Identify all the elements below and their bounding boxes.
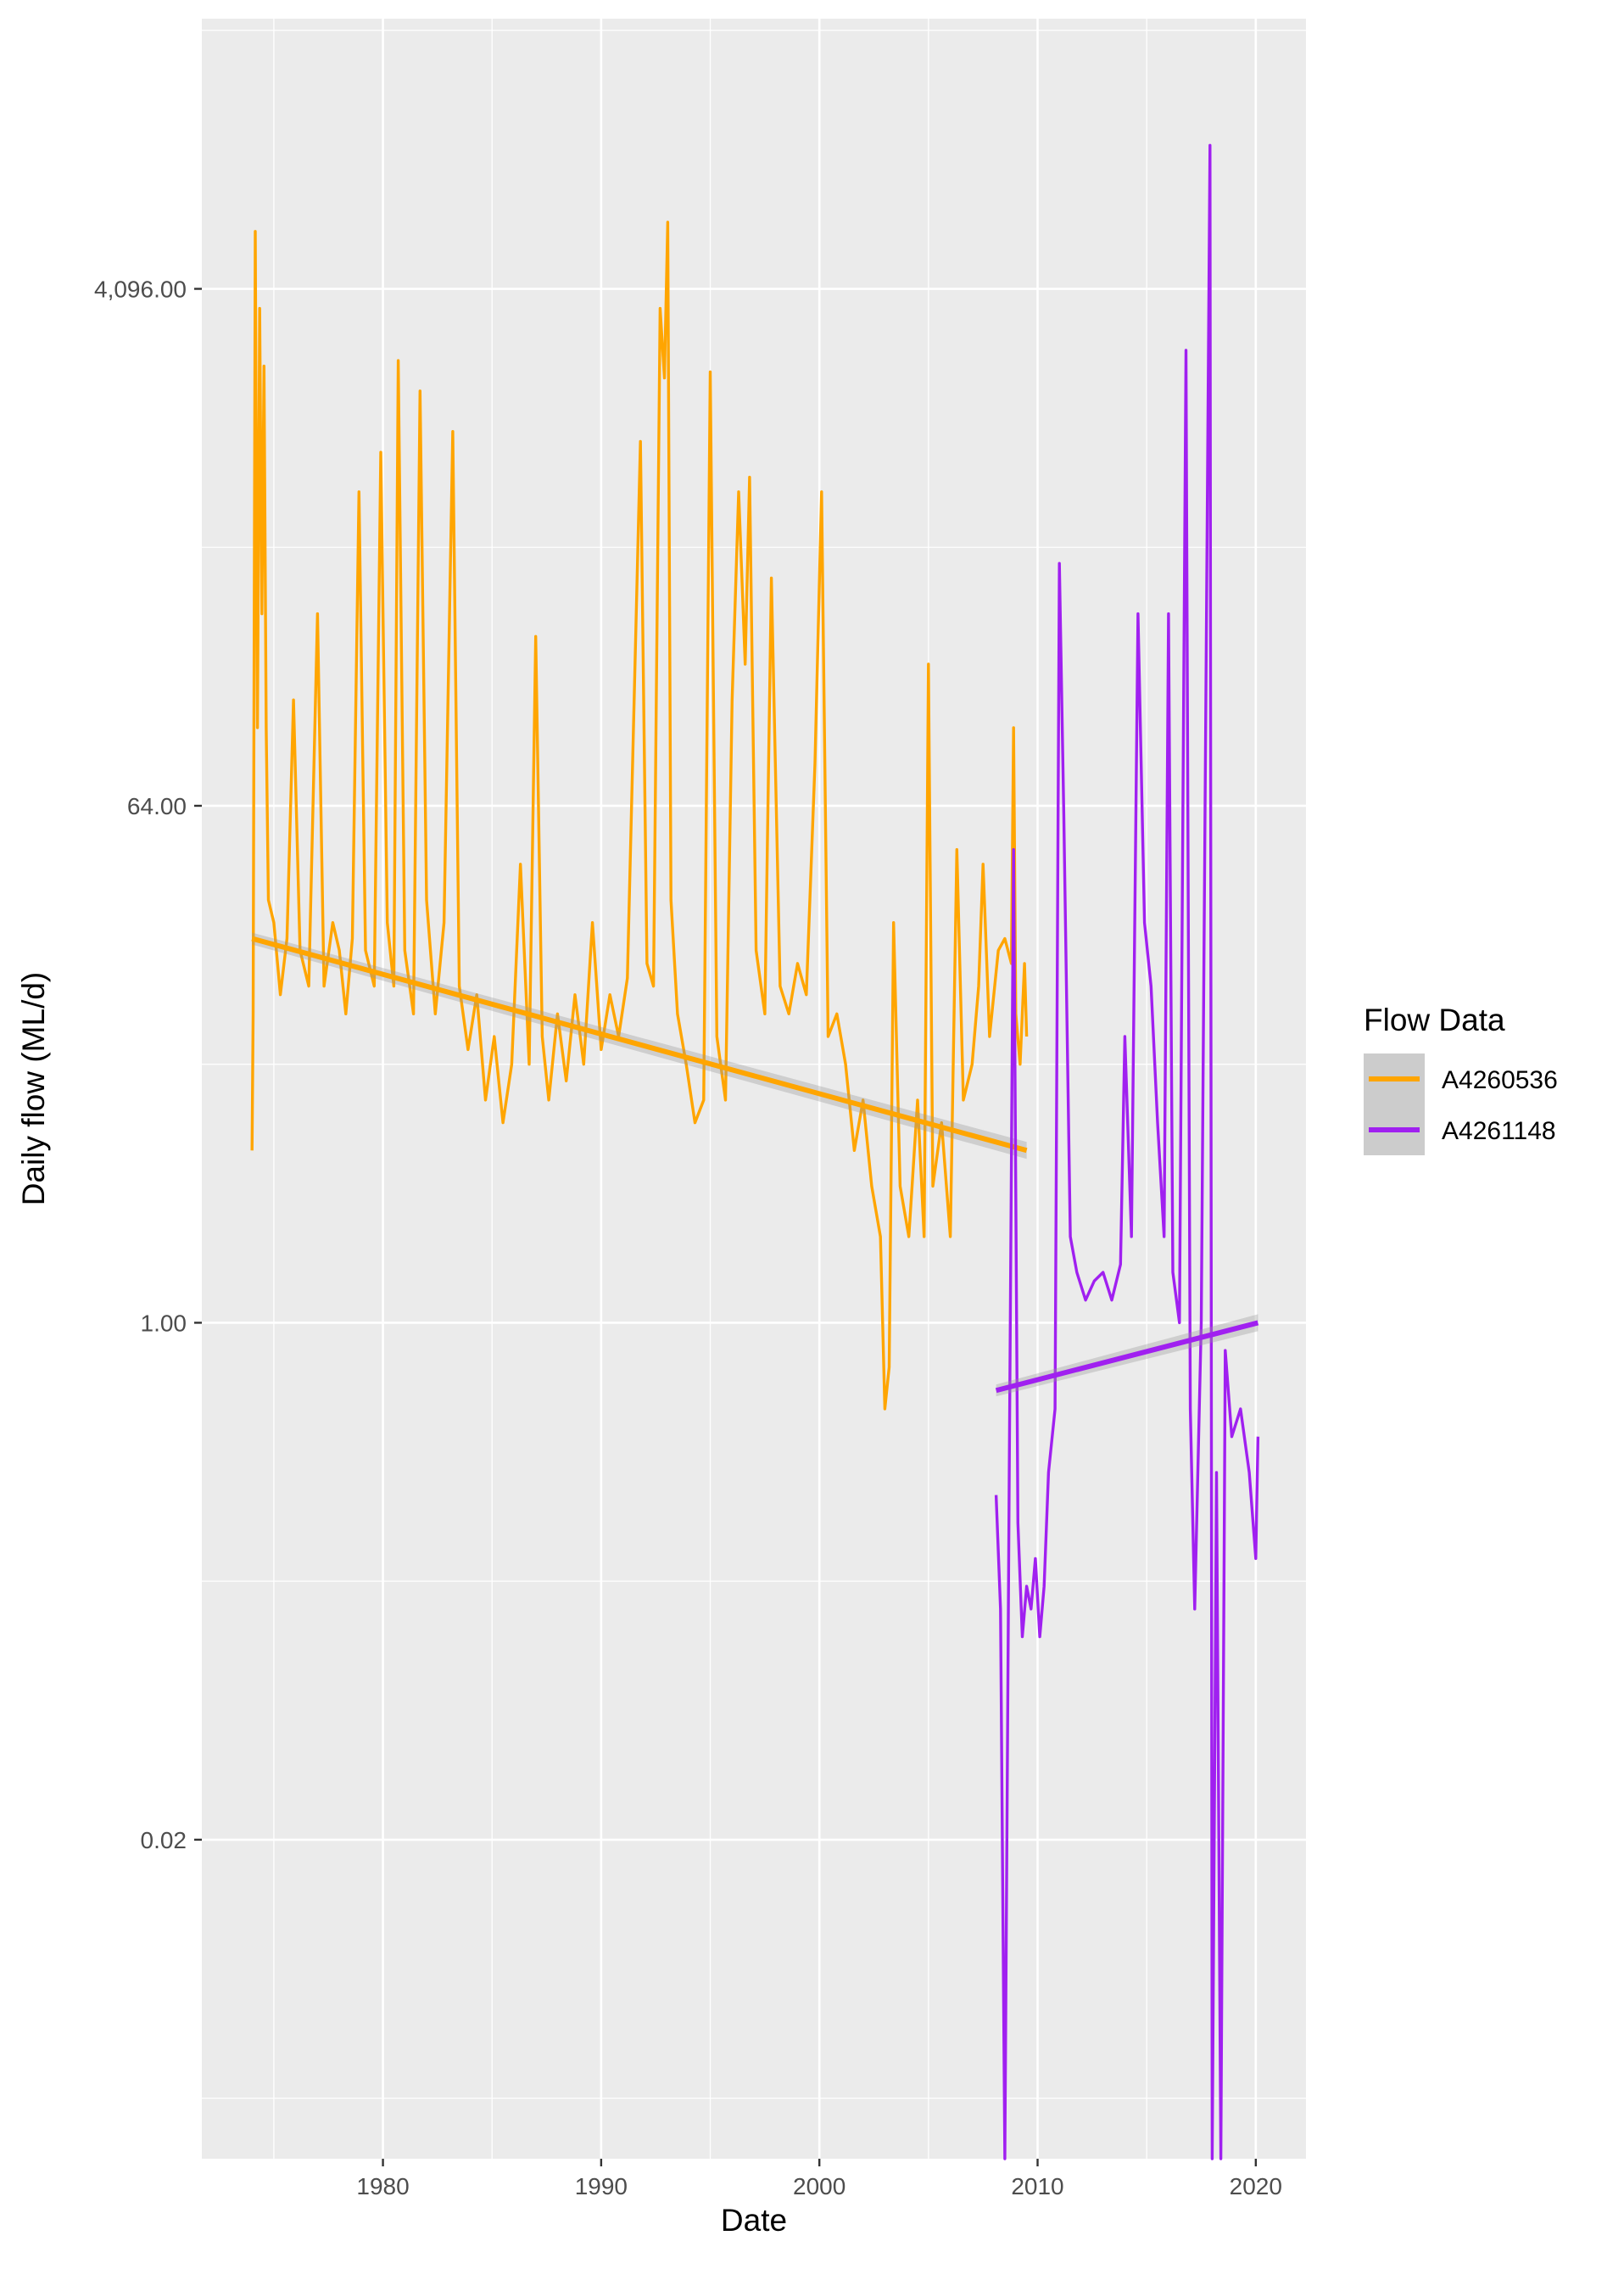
- y-tick-label: 4,096.00: [94, 277, 187, 303]
- series-line-A4260536: [250, 221, 1029, 1411]
- x-tick-label: 2010: [1011, 2173, 1063, 2199]
- series-line-A4261148: [994, 143, 1260, 2160]
- series-A4260536: [250, 221, 1029, 1411]
- y-tick-label: 1.00: [141, 1310, 187, 1336]
- y-axis-title: Daily flow (ML/d): [16, 972, 51, 1206]
- legend-items: A4260536 A4261148: [1364, 1053, 1558, 1155]
- legend-title: Flow Data: [1364, 1003, 1505, 1037]
- legend-item: A4261148: [1364, 1104, 1556, 1155]
- y-tick-label: 0.02: [141, 1827, 187, 1853]
- trend-line-A4261148: [995, 1320, 1259, 1394]
- series-layer: [250, 143, 1260, 2160]
- y-tick-label: 64.00: [127, 793, 187, 819]
- y-axis: 0.02 1.00 64.00 4,096.00: [94, 277, 202, 1853]
- x-tick-label: 2000: [793, 2173, 845, 2199]
- x-tick-label: 1990: [575, 2173, 628, 2199]
- legend-label: A4260536: [1442, 1066, 1558, 1094]
- x-tick-label: 2020: [1230, 2173, 1282, 2199]
- legend-item: A4260536: [1364, 1053, 1558, 1104]
- plot-panel: [202, 19, 1306, 2159]
- trend-line-A4260536: [251, 936, 1028, 1154]
- legend: Flow Data A4260536 A4261148: [1364, 1003, 1558, 1155]
- x-tick-label: 1980: [356, 2173, 409, 2199]
- x-axis-title: Date: [721, 2203, 787, 2238]
- legend-label: A4261148: [1442, 1117, 1556, 1145]
- series-A4261148: [994, 143, 1260, 2160]
- x-axis: 1980 1990 2000 2010 2020: [356, 2159, 1282, 2199]
